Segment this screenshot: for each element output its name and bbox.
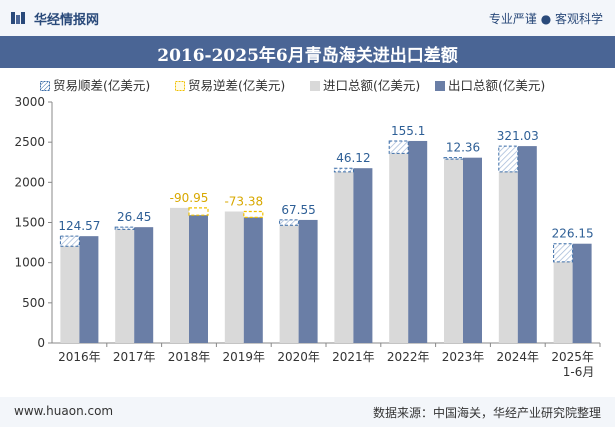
y-tick-label: 2500 xyxy=(14,135,45,149)
balance-surplus xyxy=(59,235,80,247)
legend-label-exports: 出口总额(亿美元) xyxy=(448,78,546,93)
legend-item-imports: 进口总额(亿美元) xyxy=(310,75,420,94)
balance-surplus xyxy=(333,167,354,173)
bar-imports xyxy=(498,171,518,343)
balance-deficit xyxy=(243,210,264,218)
balance-label: 67.55 xyxy=(281,203,315,217)
bar-exports xyxy=(79,236,99,343)
x-tick-label: 2023年 xyxy=(442,350,485,364)
balance-label: 155.1 xyxy=(391,124,425,138)
y-tick-label: 0 xyxy=(37,336,45,350)
bar-imports xyxy=(115,229,135,343)
x-tick-label: 2020年 xyxy=(277,350,320,364)
legend-swatch-surplus xyxy=(40,81,50,91)
balance-deficit xyxy=(188,207,209,216)
bar-imports xyxy=(553,261,573,343)
bar-exports xyxy=(408,140,428,343)
chart-title: 2016-2025年6月青岛海关进出口差额 xyxy=(157,46,458,66)
legend-item-surplus: 贸易顺差(亿美元) xyxy=(40,75,150,94)
balance-label: -73.38 xyxy=(224,194,263,208)
bar-imports xyxy=(334,171,354,343)
x-tick-label: 2021年 xyxy=(332,350,375,364)
top-bar: 华经情报网 专业严谨 ● 客观科学 xyxy=(0,0,615,36)
bar-exports xyxy=(517,146,537,343)
x-tick-label: 2017年 xyxy=(113,350,156,364)
x-tick-label: 2016年 xyxy=(58,350,101,364)
y-tick-label: 1500 xyxy=(14,216,45,230)
x-tick-label: 2019年 xyxy=(223,350,266,364)
bar-imports xyxy=(170,207,189,343)
legend-label-imports: 进口总额(亿美元) xyxy=(323,78,421,93)
bar-imports xyxy=(389,153,409,343)
balance-surplus xyxy=(279,219,300,226)
chart-bars xyxy=(59,140,592,343)
bar-imports xyxy=(444,158,463,343)
balance-label: 226.15 xyxy=(552,227,594,241)
brand-name: 华经情报网 xyxy=(34,13,100,28)
y-tick-label: 1000 xyxy=(14,256,45,270)
x-tick-label: 2022年 xyxy=(387,350,430,364)
x-tick-label: 2018年 xyxy=(168,350,211,364)
balance-surplus xyxy=(498,145,519,173)
balance-surplus xyxy=(443,157,464,160)
x-tick-label: 1-6月 xyxy=(563,365,595,379)
y-tick-label: 3000 xyxy=(14,95,45,109)
balance-label: 124.57 xyxy=(58,219,100,233)
legend-label-deficit: 贸易逆差(亿美元) xyxy=(188,78,286,93)
legend-label-surplus: 贸易顺差(亿美元) xyxy=(53,78,151,93)
legend-item-deficit: 贸易逆差(亿美元) xyxy=(175,75,285,94)
tagline: 专业严谨 ● 客观科学 xyxy=(488,12,603,26)
balance-label: 46.12 xyxy=(336,151,370,165)
title-bar: 2016-2025年6月青岛海关进出口差额 xyxy=(0,36,615,68)
bar-exports xyxy=(353,168,373,343)
logo-icon xyxy=(11,12,25,24)
legend-item-exports: 出口总额(亿美元) xyxy=(435,75,545,94)
y-tick-label: 2000 xyxy=(14,175,45,189)
legend-swatch-deficit xyxy=(175,81,185,91)
chart-area: 0 500 1000 1500 2000 2500 3000 2016年 2017年 2018年 2… xyxy=(14,95,601,379)
chart-labels: 124.57 26.45 -90.95 -73.38 67.55 46.12 155.1 12… xyxy=(58,124,593,241)
balance-surplus xyxy=(388,140,409,154)
balance-label: -90.95 xyxy=(170,191,209,205)
bar-exports xyxy=(463,157,482,343)
footer-source: 数据来源：中国海关，华经产业研究院整理 xyxy=(372,406,601,420)
balance-surplus xyxy=(553,243,574,263)
bar-imports xyxy=(60,246,80,343)
bar-imports xyxy=(224,211,244,343)
x-tick-label: 2024年 xyxy=(497,350,540,364)
bar-imports xyxy=(279,225,299,343)
bar-exports xyxy=(572,243,592,343)
footer-website: www.huaon.com xyxy=(14,404,114,418)
x-tick-label: 2025年 xyxy=(551,350,594,364)
bar-exports xyxy=(243,217,263,343)
balance-label: 321.03 xyxy=(497,129,539,143)
bar-exports xyxy=(189,215,208,343)
bar-exports xyxy=(298,219,318,343)
balance-label: 12.36 xyxy=(446,141,480,155)
legend-swatch-exports xyxy=(435,81,445,91)
y-tick-label: 500 xyxy=(22,296,45,310)
bar-exports xyxy=(134,227,154,343)
legend-swatch-imports xyxy=(310,81,320,91)
balance-label: 26.45 xyxy=(117,210,151,224)
footer: www.huaon.com 数据来源：中国海关，华经产业研究院整理 xyxy=(0,397,615,427)
balance-surplus xyxy=(114,226,135,230)
